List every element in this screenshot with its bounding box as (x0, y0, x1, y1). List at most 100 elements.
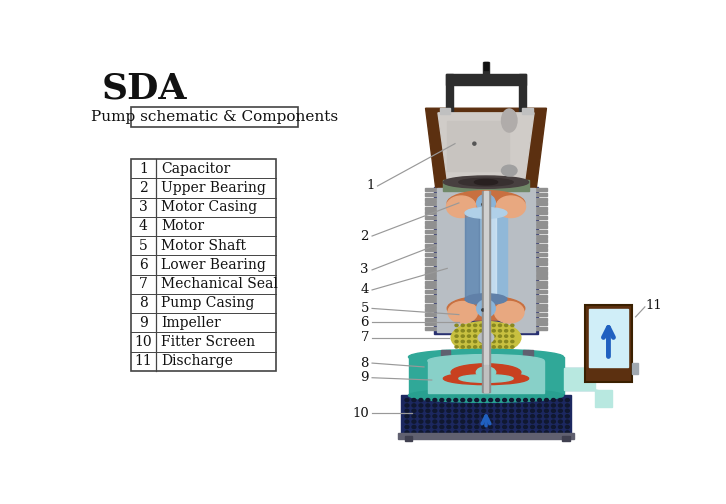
Text: Lower Bearing: Lower Bearing (161, 258, 266, 272)
Bar (398, 433, 574, 439)
Ellipse shape (428, 355, 544, 367)
Bar (537, 188, 547, 192)
Ellipse shape (544, 425, 548, 428)
Ellipse shape (468, 425, 472, 428)
Bar (483, 364, 489, 392)
Ellipse shape (531, 409, 534, 412)
Ellipse shape (505, 340, 507, 343)
Ellipse shape (482, 309, 484, 311)
Text: 10: 10 (352, 407, 369, 420)
Ellipse shape (499, 346, 502, 348)
Ellipse shape (511, 330, 514, 332)
Bar (528, 350, 532, 361)
Bar (437, 188, 535, 332)
Bar (537, 272, 547, 275)
Ellipse shape (480, 340, 483, 343)
Bar (537, 221, 547, 224)
Ellipse shape (566, 399, 569, 402)
Bar (131, 159, 276, 371)
Text: 4: 4 (139, 219, 148, 233)
Ellipse shape (486, 340, 489, 343)
Bar (537, 299, 547, 302)
Bar (425, 304, 436, 307)
Ellipse shape (412, 404, 416, 407)
Ellipse shape (468, 415, 472, 418)
Ellipse shape (426, 399, 430, 402)
Text: 9: 9 (139, 316, 148, 330)
Bar (447, 352, 525, 359)
Ellipse shape (502, 425, 507, 428)
Ellipse shape (426, 425, 430, 428)
Bar (425, 239, 436, 242)
Bar (470, 321, 502, 344)
Text: Discharge: Discharge (161, 354, 233, 368)
Ellipse shape (502, 404, 507, 407)
Bar (446, 75, 526, 85)
Ellipse shape (473, 330, 477, 332)
Text: Capacitor: Capacitor (161, 162, 231, 176)
Ellipse shape (419, 420, 423, 423)
Text: Fitter Screen: Fitter Screen (161, 335, 256, 349)
Bar (537, 225, 547, 228)
Ellipse shape (465, 294, 507, 304)
Bar (444, 180, 529, 191)
Bar (537, 304, 547, 307)
Ellipse shape (459, 178, 513, 186)
Ellipse shape (531, 425, 534, 428)
Ellipse shape (544, 399, 548, 402)
Ellipse shape (489, 431, 492, 434)
Text: Impeller: Impeller (161, 316, 221, 330)
Bar (483, 62, 489, 79)
Ellipse shape (405, 399, 409, 402)
Bar (425, 313, 436, 316)
Bar (425, 276, 436, 279)
Ellipse shape (447, 431, 451, 434)
Ellipse shape (433, 415, 437, 418)
Ellipse shape (489, 415, 492, 418)
Ellipse shape (482, 415, 486, 418)
Ellipse shape (475, 425, 478, 428)
Bar (401, 396, 571, 436)
Bar (425, 248, 436, 251)
Ellipse shape (447, 415, 451, 418)
Bar (425, 262, 436, 265)
Ellipse shape (448, 301, 478, 323)
Ellipse shape (433, 404, 437, 407)
Bar (425, 327, 436, 330)
Ellipse shape (558, 404, 563, 407)
Bar (537, 193, 547, 196)
Bar (425, 299, 436, 302)
Ellipse shape (461, 399, 465, 402)
Ellipse shape (468, 335, 470, 337)
Ellipse shape (523, 425, 528, 428)
Ellipse shape (552, 399, 555, 402)
Ellipse shape (475, 420, 478, 423)
Ellipse shape (523, 420, 528, 423)
Text: Motor: Motor (161, 219, 205, 233)
Ellipse shape (461, 346, 465, 348)
Ellipse shape (482, 425, 486, 428)
Bar (425, 258, 436, 261)
Bar (537, 313, 547, 316)
Ellipse shape (537, 409, 542, 412)
Ellipse shape (566, 415, 569, 418)
Ellipse shape (440, 409, 444, 412)
Ellipse shape (492, 330, 495, 332)
Ellipse shape (517, 425, 521, 428)
Text: 9: 9 (361, 371, 369, 384)
Bar (585, 305, 632, 383)
Ellipse shape (494, 301, 524, 323)
Ellipse shape (477, 300, 495, 317)
Ellipse shape (480, 346, 483, 348)
Bar (425, 281, 436, 284)
Text: 1: 1 (366, 179, 375, 193)
Ellipse shape (531, 399, 534, 402)
Ellipse shape (468, 420, 472, 423)
Text: Motor Shaft: Motor Shaft (161, 239, 246, 253)
Bar (518, 75, 526, 113)
Ellipse shape (480, 335, 483, 337)
Polygon shape (595, 390, 608, 404)
Ellipse shape (486, 330, 489, 332)
Ellipse shape (523, 415, 528, 418)
Bar (425, 221, 436, 224)
